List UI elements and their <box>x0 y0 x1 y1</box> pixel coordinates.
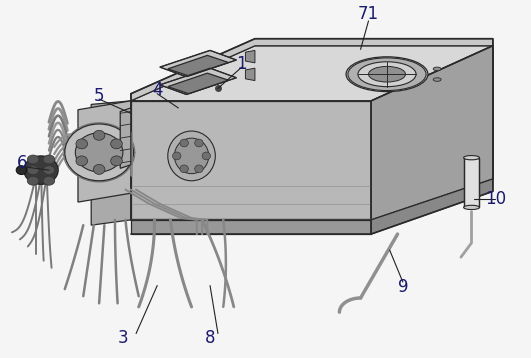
Polygon shape <box>371 179 493 234</box>
Ellipse shape <box>348 58 426 91</box>
Polygon shape <box>131 220 371 234</box>
Ellipse shape <box>433 78 441 81</box>
Ellipse shape <box>168 131 215 181</box>
Ellipse shape <box>27 176 39 185</box>
Ellipse shape <box>346 57 428 92</box>
Ellipse shape <box>174 138 209 174</box>
Polygon shape <box>160 68 236 95</box>
Ellipse shape <box>464 156 479 160</box>
Polygon shape <box>160 50 236 77</box>
Text: 71: 71 <box>358 5 379 23</box>
Polygon shape <box>131 101 371 220</box>
Ellipse shape <box>110 139 122 149</box>
Ellipse shape <box>93 130 105 140</box>
Text: 3: 3 <box>117 329 128 347</box>
Polygon shape <box>245 68 255 81</box>
Ellipse shape <box>195 139 203 147</box>
Ellipse shape <box>202 152 211 160</box>
Ellipse shape <box>195 165 203 173</box>
Polygon shape <box>464 158 479 207</box>
Ellipse shape <box>173 152 181 160</box>
Ellipse shape <box>27 166 39 175</box>
Ellipse shape <box>76 139 88 149</box>
Polygon shape <box>120 108 131 168</box>
Polygon shape <box>371 46 493 220</box>
Ellipse shape <box>76 156 88 166</box>
Text: 8: 8 <box>205 329 215 347</box>
Polygon shape <box>131 46 493 101</box>
Ellipse shape <box>358 62 416 87</box>
Text: 5: 5 <box>94 87 105 105</box>
Polygon shape <box>245 50 255 63</box>
Text: 4: 4 <box>152 81 162 99</box>
Polygon shape <box>168 55 228 76</box>
Ellipse shape <box>43 155 55 164</box>
Polygon shape <box>131 39 493 101</box>
Ellipse shape <box>27 155 39 164</box>
Text: 1: 1 <box>236 54 247 73</box>
Ellipse shape <box>75 133 123 172</box>
Ellipse shape <box>65 124 133 181</box>
Polygon shape <box>78 101 131 202</box>
Ellipse shape <box>464 205 479 209</box>
Ellipse shape <box>16 166 27 175</box>
Ellipse shape <box>43 166 55 175</box>
Ellipse shape <box>433 67 441 71</box>
Ellipse shape <box>369 66 406 82</box>
Text: 10: 10 <box>485 189 506 208</box>
Ellipse shape <box>180 139 189 147</box>
Ellipse shape <box>110 156 122 166</box>
Polygon shape <box>91 101 131 225</box>
Text: 9: 9 <box>398 278 408 296</box>
Ellipse shape <box>93 164 105 174</box>
Text: 6: 6 <box>18 154 28 172</box>
Ellipse shape <box>24 156 58 184</box>
Polygon shape <box>168 73 228 94</box>
Ellipse shape <box>43 176 55 185</box>
Ellipse shape <box>180 165 189 173</box>
